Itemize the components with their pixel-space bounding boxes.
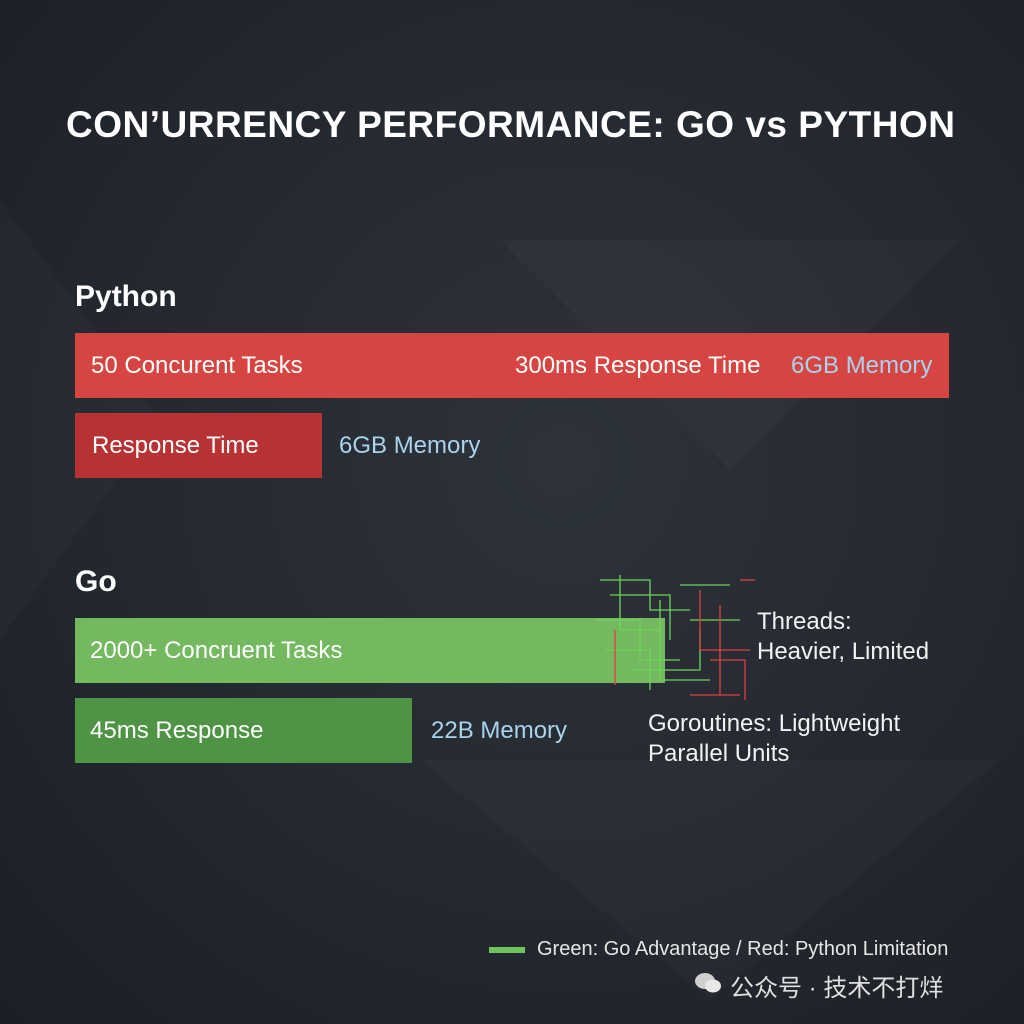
bar-label: 6GB Memory: [791, 351, 933, 379]
bar-label: Response Time: [92, 431, 259, 459]
bar-label: 50 Concurent Tasks: [91, 351, 303, 379]
bar-side-label: 22B Memory: [431, 717, 568, 744]
bar-label: 2000+ Concruent Tasks: [90, 636, 343, 664]
legend-swatch: [489, 947, 525, 953]
annotation-line: Parallel Units: [648, 740, 790, 767]
bar: Response Time: [75, 413, 322, 478]
bar: 45ms Response: [75, 698, 412, 763]
legend: Green: Go Advantage / Red: Python Limita…: [537, 938, 949, 960]
annotation-line: Threads:: [757, 608, 852, 635]
bar-side-label: 6GB Memory: [339, 432, 481, 459]
annotation: Threads: Heavier, Limited: [757, 607, 929, 667]
bar-label: 300ms Response Time: [515, 351, 761, 379]
watermark-icon: [695, 973, 721, 993]
bar-label: 45ms Response: [90, 716, 264, 744]
section-heading: Go: [75, 565, 117, 598]
annotation-line: Heavier, Limited: [757, 638, 930, 665]
network-graphic: [595, 575, 755, 700]
watermark: 公众号 · 技术不打烊: [730, 975, 944, 1002]
section-heading: Python: [75, 280, 177, 313]
bar: 50 Concurent Tasks 300ms Response Time 6…: [75, 333, 949, 398]
annotation-line: Goroutines: Lightweight: [648, 710, 901, 737]
annotation: Goroutines: Lightweight Parallel Units: [648, 709, 900, 769]
title: CON’URRENCY PERFORMANCE: GO vs PYTHON: [66, 104, 956, 145]
bar: 2000+ Concruent Tasks: [75, 618, 665, 683]
